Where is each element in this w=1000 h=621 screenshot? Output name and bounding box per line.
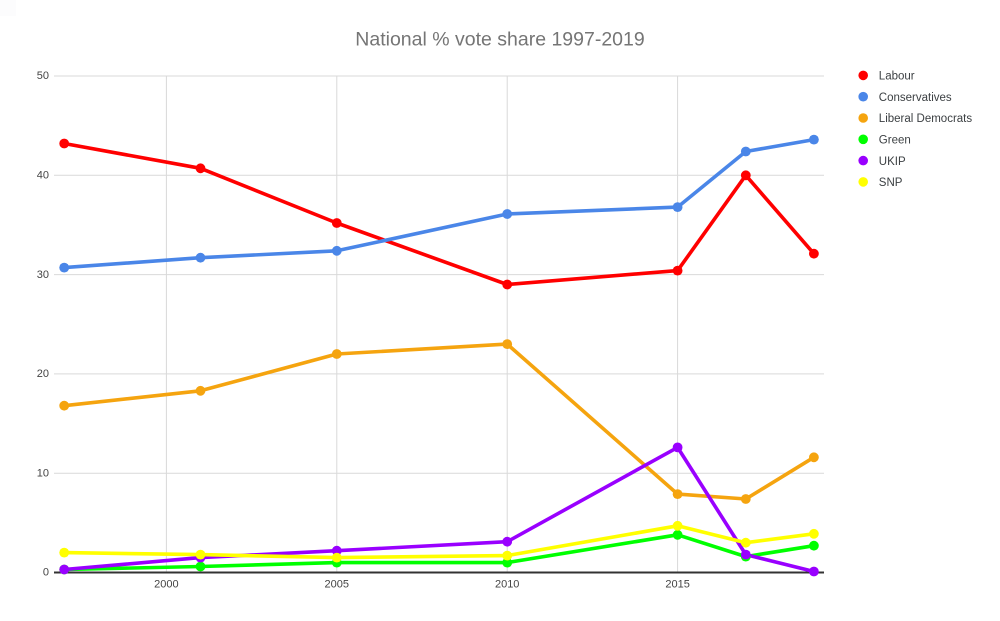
svg-text:40: 40 bbox=[37, 170, 49, 182]
svg-text:SNP: SNP bbox=[879, 177, 903, 189]
svg-text:20: 20 bbox=[37, 368, 49, 380]
svg-text:Labour: Labour bbox=[879, 71, 915, 83]
svg-text:10: 10 bbox=[37, 467, 49, 479]
svg-text:2000: 2000 bbox=[154, 579, 178, 591]
svg-text:National % vote share 1997-201: National % vote share 1997-2019 bbox=[355, 29, 644, 51]
svg-text:UKIP: UKIP bbox=[879, 156, 906, 168]
svg-text:Green: Green bbox=[879, 135, 911, 147]
svg-text:Conservatives: Conservatives bbox=[879, 92, 952, 104]
svg-text:30: 30 bbox=[37, 269, 49, 281]
svg-text:Liberal Democrats: Liberal Democrats bbox=[879, 113, 973, 125]
svg-text:2015: 2015 bbox=[665, 579, 689, 591]
svg-text:2010: 2010 bbox=[495, 579, 519, 591]
svg-text:0: 0 bbox=[43, 567, 49, 579]
svg-text:2005: 2005 bbox=[325, 579, 349, 591]
svg-text:50: 50 bbox=[37, 70, 49, 82]
